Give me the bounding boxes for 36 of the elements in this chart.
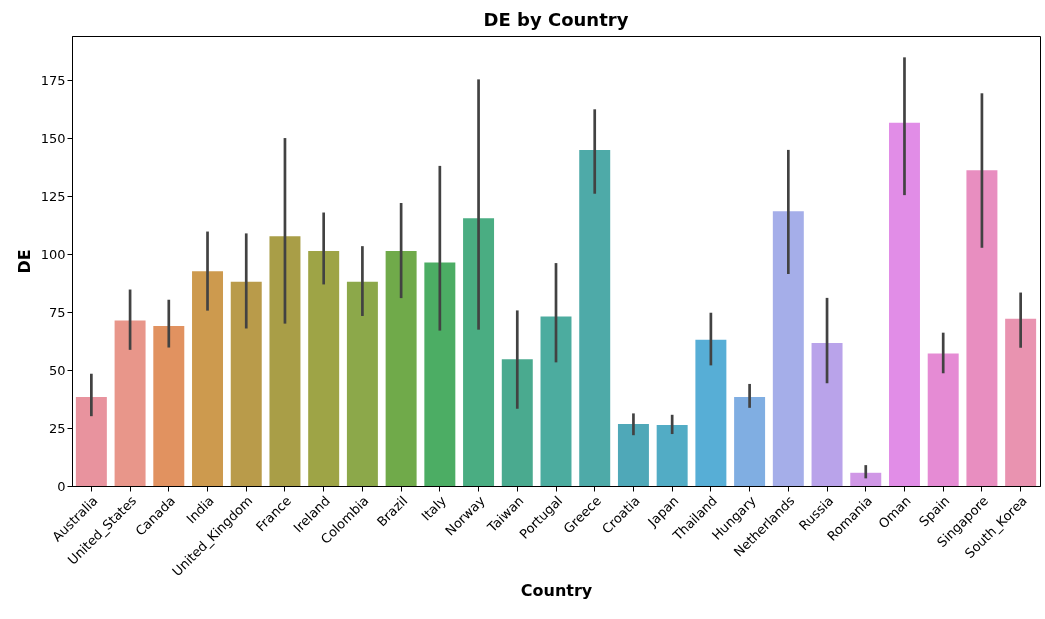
bar [850, 472, 882, 486]
y-tick-label: 150 [40, 130, 66, 146]
bar [888, 122, 920, 486]
bar [656, 424, 688, 486]
bar [540, 316, 572, 486]
bar [579, 149, 611, 486]
bar [75, 396, 107, 486]
y-tick-label: 75 [48, 304, 66, 320]
bar [501, 359, 533, 486]
y-tick-label: 0 [57, 478, 66, 494]
bar [617, 424, 649, 486]
bar [695, 339, 727, 486]
bar [192, 271, 224, 486]
bar [772, 211, 804, 486]
bar [346, 281, 378, 486]
y-tick-label: 125 [40, 188, 66, 204]
y-tick-label: 25 [48, 420, 66, 436]
y-tick-label: 100 [40, 246, 66, 262]
chart-title: DE by Country [483, 9, 629, 30]
x-axis-title: Country [520, 581, 593, 601]
bar [811, 342, 843, 486]
bar [385, 251, 417, 486]
bar [1005, 318, 1037, 486]
bar [424, 262, 456, 486]
y-tick-label: 175 [40, 72, 66, 88]
bar [114, 320, 146, 486]
bar [927, 353, 959, 486]
y-tick-label: 50 [48, 362, 66, 378]
bar [734, 396, 766, 486]
bar [308, 251, 340, 486]
y-axis-title: DE [14, 249, 34, 274]
bar [966, 170, 998, 486]
bar [463, 218, 495, 486]
bar [153, 325, 185, 486]
bar [269, 236, 301, 486]
bar [230, 281, 262, 486]
